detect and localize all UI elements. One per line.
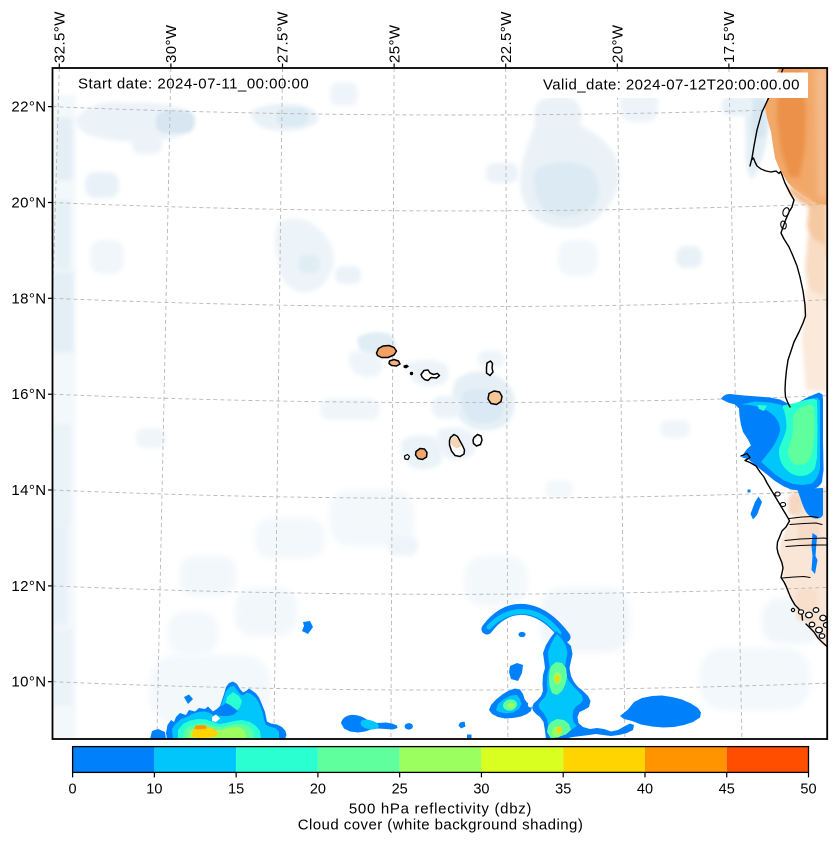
svg-text:45: 45 [719,782,735,798]
svg-text:12°N: 12°N [11,578,46,595]
svg-text:16°N: 16°N [11,386,46,403]
svg-text:27.5°W: 27.5°W [275,11,292,63]
svg-text:18°N: 18°N [11,290,46,307]
svg-text:30: 30 [473,782,489,798]
svg-text:Cloud cover (white background: Cloud cover (white background shading) [298,817,584,834]
svg-text:17.5°W: 17.5°W [721,11,738,63]
svg-text:20°W: 20°W [610,24,627,63]
svg-text:30°W: 30°W [163,24,180,63]
svg-text:25: 25 [392,782,408,798]
svg-text:20: 20 [310,782,326,798]
svg-text:0: 0 [69,782,77,798]
svg-text:50: 50 [800,782,816,798]
svg-text:25°W: 25°W [386,24,403,63]
svg-text:10: 10 [146,782,162,798]
svg-text:35: 35 [555,782,571,798]
svg-text:500 hPa reflectivity (dbz): 500 hPa reflectivity (dbz) [349,801,532,818]
svg-text:Valid_date: 2024-07-12T20:00:0: Valid_date: 2024-07-12T20:00:00.00 [543,77,800,94]
svg-text:10°N: 10°N [11,674,46,691]
svg-text:Start date: 2024-07-11_00:00:0: Start date: 2024-07-11_00:00:00 [78,76,309,93]
svg-text:40: 40 [637,782,653,798]
svg-text:15: 15 [228,782,244,798]
svg-text:20°N: 20°N [11,195,46,212]
svg-text:22°N: 22°N [11,99,46,116]
svg-text:22.5°W: 22.5°W [498,11,515,63]
svg-text:14°N: 14°N [11,482,46,499]
svg-text:32.5°W: 32.5°W [52,11,69,63]
